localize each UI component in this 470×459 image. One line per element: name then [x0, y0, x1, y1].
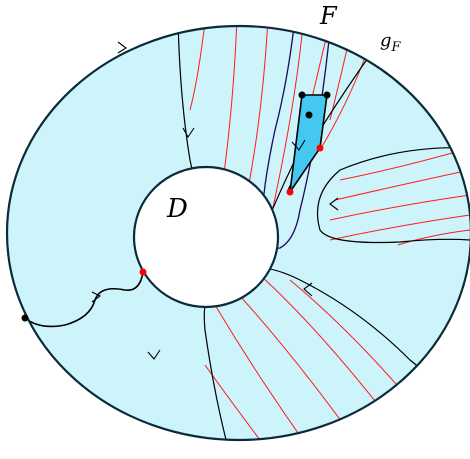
black-point-top-left: [298, 91, 306, 99]
red-curves-right: [329, 147, 470, 246]
label-D: D: [166, 194, 188, 224]
arrow-mark-top-left: [117, 41, 127, 54]
inner-disk: [132, 165, 280, 309]
black-point-top-right: [323, 91, 331, 99]
red-point-right: [316, 144, 324, 152]
arrow-mark-lower: [303, 282, 313, 297]
arrow-mark-purple: [291, 139, 306, 151]
arrow-mark-left-curve: [91, 291, 102, 303]
black-point-outer-left: [21, 314, 29, 322]
red-point-disk: [139, 268, 147, 276]
arrow-mark-bottom-left: [147, 349, 161, 360]
label-gF: gF: [380, 30, 402, 55]
arrow-marks: [91, 41, 339, 360]
arrow-mark-right: [329, 197, 339, 211]
label-F: F: [319, 2, 338, 30]
red-point-bottom: [286, 188, 294, 196]
points: [21, 91, 331, 322]
black-point-inside: [305, 111, 313, 119]
outer-boundary: [5, 24, 470, 442]
arrow-mark-center: [182, 127, 195, 139]
